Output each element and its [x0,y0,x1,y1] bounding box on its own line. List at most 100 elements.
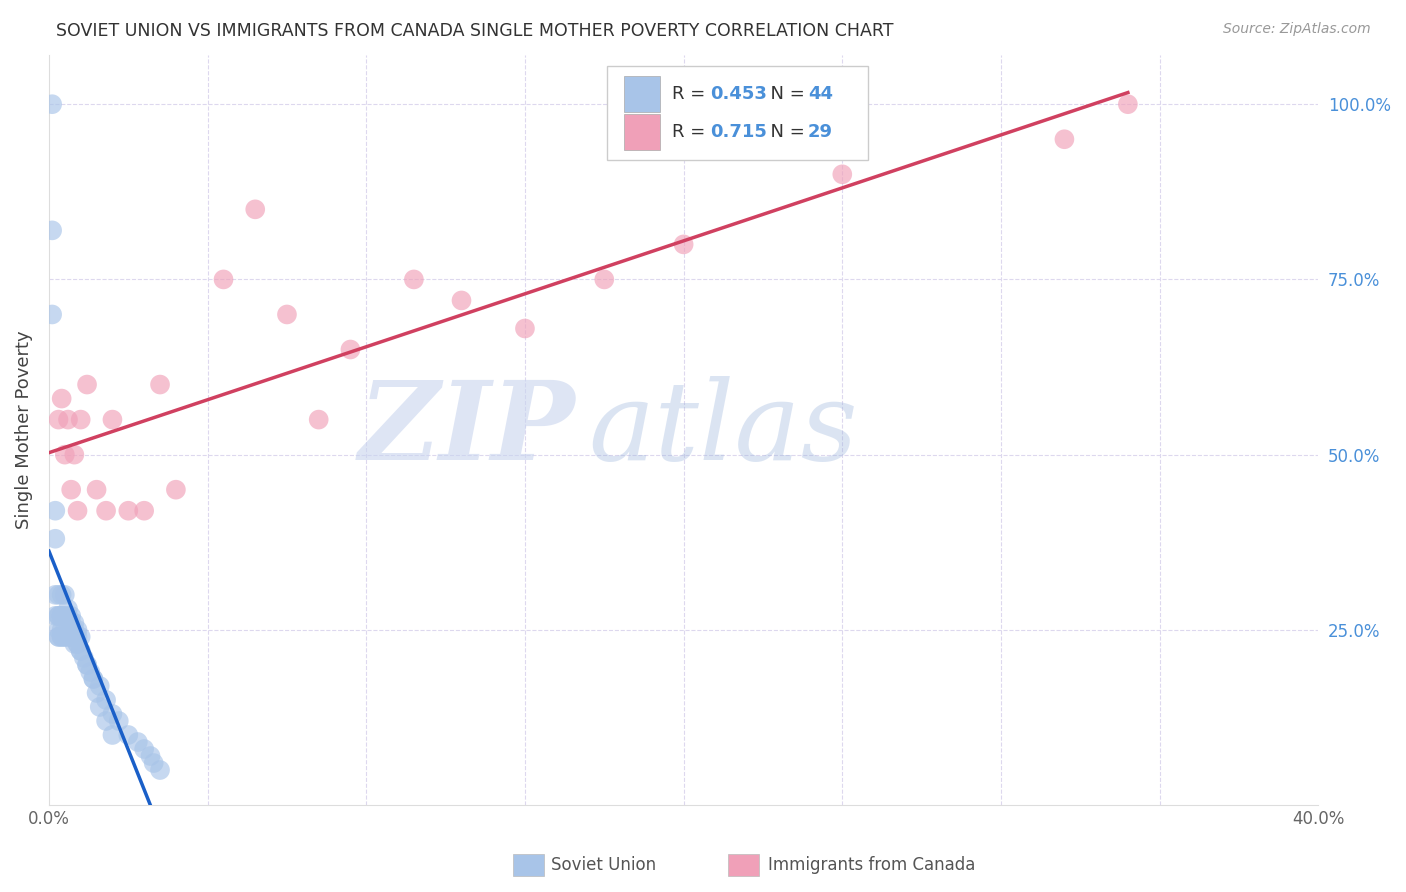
Point [66,637,89,651]
Point [76,657,98,672]
Point [149,377,172,392]
Point [53,630,76,644]
Point [117,504,139,518]
Point [672,237,695,252]
Text: Soviet Union: Soviet Union [551,856,657,874]
Point [63,637,86,651]
Text: R =: R = [672,86,711,103]
Text: N =: N = [758,123,810,141]
Text: N =: N = [758,86,810,103]
Point [48,608,70,623]
Point [51,608,73,623]
Point [53,448,76,462]
Point [44,504,66,518]
Point [56,630,79,644]
Point [1053,132,1076,146]
Point [51,630,73,644]
Point [450,293,472,308]
Bar [728,854,759,876]
Point [51,623,73,637]
Point [79,665,101,679]
Text: SOVIET UNION VS IMMIGRANTS FROM CANADA SINGLE MOTHER POVERTY CORRELATION CHART: SOVIET UNION VS IMMIGRANTS FROM CANADA S… [56,22,894,40]
Point [165,483,187,497]
Point [48,608,70,623]
Point [63,630,86,644]
Point [1116,97,1139,112]
Point [69,644,91,658]
Point [41,97,63,112]
Point [593,272,616,286]
Point [94,714,117,728]
Point [149,763,172,777]
Point [56,412,79,426]
Point [44,532,66,546]
Point [48,412,70,426]
Point [339,343,361,357]
Point [101,728,124,742]
Point [127,735,149,749]
Point [94,693,117,707]
Point [51,608,73,623]
Point [66,637,89,651]
Point [402,272,425,286]
Point [82,672,104,686]
Point [69,630,91,644]
Text: ZIP: ZIP [359,376,575,483]
Point [51,392,73,406]
Text: R =: R = [672,123,711,141]
Point [66,504,89,518]
Point [212,272,235,286]
Point [117,728,139,742]
Point [101,412,124,426]
Point [82,672,104,686]
Point [53,623,76,637]
Point [308,412,330,426]
Point [513,321,536,335]
Point [51,588,73,602]
Point [60,483,83,497]
Point [134,742,156,756]
Point [63,623,86,637]
Point [69,412,91,426]
Point [60,623,83,637]
Point [73,651,96,665]
Point [276,308,298,322]
Point [94,504,117,518]
Point [86,483,108,497]
Point [44,588,66,602]
Point [41,223,63,237]
Text: 29: 29 [808,123,832,141]
Point [53,630,76,644]
Point [51,630,73,644]
Text: Source: ZipAtlas.com: Source: ZipAtlas.com [1223,22,1371,37]
Point [63,615,86,630]
Point [89,679,111,693]
Point [69,644,91,658]
Text: Immigrants from Canada: Immigrants from Canada [768,856,974,874]
Point [48,623,70,637]
Point [245,202,267,217]
Bar [624,77,659,112]
Point [831,167,853,181]
Text: 0.715: 0.715 [710,123,768,141]
Point [60,630,83,644]
Point [56,623,79,637]
Point [76,377,98,392]
Point [48,630,70,644]
FancyBboxPatch shape [607,66,868,161]
Point [41,308,63,322]
Text: 44: 44 [808,86,832,103]
Point [60,615,83,630]
Bar [624,114,659,150]
Point [48,630,70,644]
Point [53,588,76,602]
Point [134,504,156,518]
Point [89,700,111,714]
Point [56,608,79,623]
Y-axis label: Single Mother Poverty: Single Mother Poverty [15,331,32,530]
Point [56,602,79,616]
Point [60,630,83,644]
Point [142,756,165,770]
Bar [513,854,544,876]
Point [44,608,66,623]
